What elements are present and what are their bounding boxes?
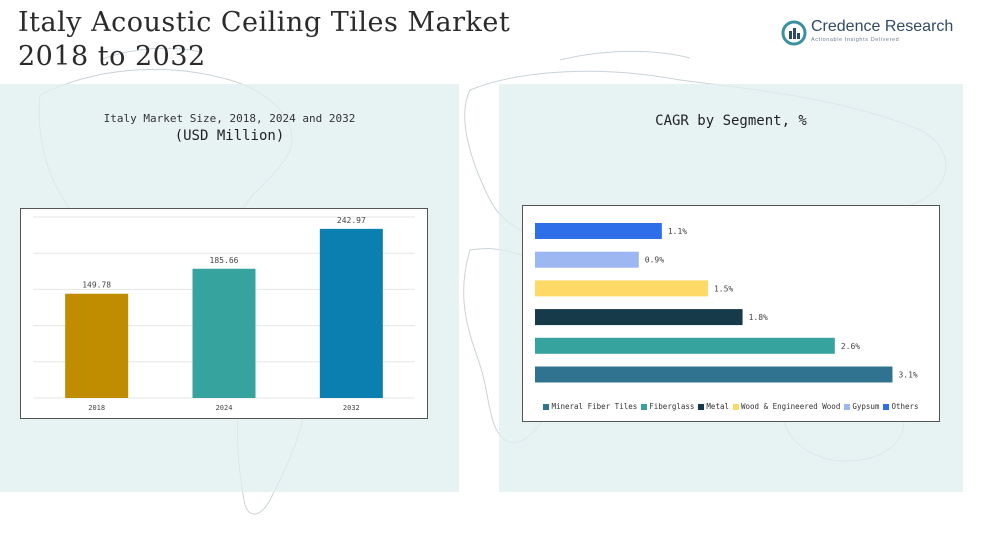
bar-mineral-fiber-tiles: [535, 366, 893, 383]
data-label-metal: 1.8%: [749, 313, 768, 322]
legend-label: Metal: [706, 402, 729, 411]
legend-label: Gypsum: [852, 402, 880, 411]
market-size-chart: 149.78 2018 185.66 2024 242.97 2032: [20, 208, 428, 419]
bar-2024: [192, 268, 256, 398]
data-label-mineral-fiber-tiles: 3.1%: [898, 371, 917, 380]
market-size-bar-chart: 149.78 2018 185.66 2024 242.97 2032: [33, 216, 415, 412]
x-tick-2018: 2018: [88, 404, 105, 412]
data-label-fiberglass: 2.6%: [841, 342, 860, 351]
logo-name: Credence Research: [811, 18, 954, 35]
title-line-1: Italy Acoustic Ceiling Tiles Market: [18, 7, 511, 38]
data-label-gypsum: 0.9%: [645, 256, 664, 265]
logo-tagline: Actionable Insights Delivered: [811, 37, 900, 43]
bar-wood-engineered-wood: [535, 280, 708, 297]
cagr-title: CAGR by Segment, %: [655, 113, 807, 129]
bar-metal: [535, 309, 743, 326]
data-label-2032: 242.97: [337, 216, 366, 225]
title-line-2: 2018 to 2032: [18, 41, 206, 72]
bar-2018: [65, 293, 129, 398]
x-tick-2032: 2032: [343, 404, 360, 412]
legend-swatch: [883, 403, 890, 410]
legend-swatch: [844, 403, 851, 410]
legend-item: Gypsum: [844, 402, 879, 411]
legend-swatch: [641, 403, 648, 410]
legend-item: Mineral Fiber Tiles: [543, 402, 637, 411]
legend-label: Mineral Fiber Tiles: [551, 402, 638, 411]
cagr-legend: Mineral Fiber Tiles Fiberglass Metal Wood &…: [523, 402, 939, 411]
bar-others: [535, 223, 662, 239]
legend-item: Wood & Engineered Wood: [733, 402, 840, 411]
data-label-wood-engineered-wood: 1.5%: [714, 284, 733, 293]
legend-label: Wood & Engineered Wood: [741, 402, 841, 411]
logo-icon: [781, 20, 807, 46]
market-size-unit: (USD Million): [174, 128, 285, 144]
bar-2032: [319, 228, 383, 398]
legend-label: Fiberglass: [649, 402, 695, 411]
x-tick-2024: 2024: [216, 404, 233, 412]
legend-swatch: [543, 403, 550, 410]
data-label-2024: 185.66: [210, 256, 239, 265]
bar-fiberglass: [535, 337, 835, 354]
data-label-2018: 149.78: [82, 281, 111, 290]
legend-item: Fiberglass: [641, 402, 694, 411]
page-title: Italy Acoustic Ceiling Tiles Market 2018…: [18, 6, 510, 74]
legend-swatch: [698, 403, 705, 410]
market-size-subtitle: Italy Market Size, 2018, 2024 and 2032: [103, 112, 356, 125]
cagr-bar-chart: 1.1% 0.9% 1.5% 1.8% 2.6% 3.1%: [535, 223, 918, 383]
legend-label: Others: [891, 402, 919, 411]
legend-swatch: [733, 403, 739, 410]
credence-research-logo: Credence Research Actionable Insights De…: [781, 16, 954, 50]
bar-gypsum: [535, 251, 639, 268]
data-label-others: 1.1%: [668, 227, 687, 236]
legend-item: Metal: [698, 402, 729, 411]
legend-item: Others: [883, 402, 919, 411]
cagr-chart: 1.1% 0.9% 1.5% 1.8% 2.6% 3.1% Mineral Fiber T…: [522, 205, 940, 422]
